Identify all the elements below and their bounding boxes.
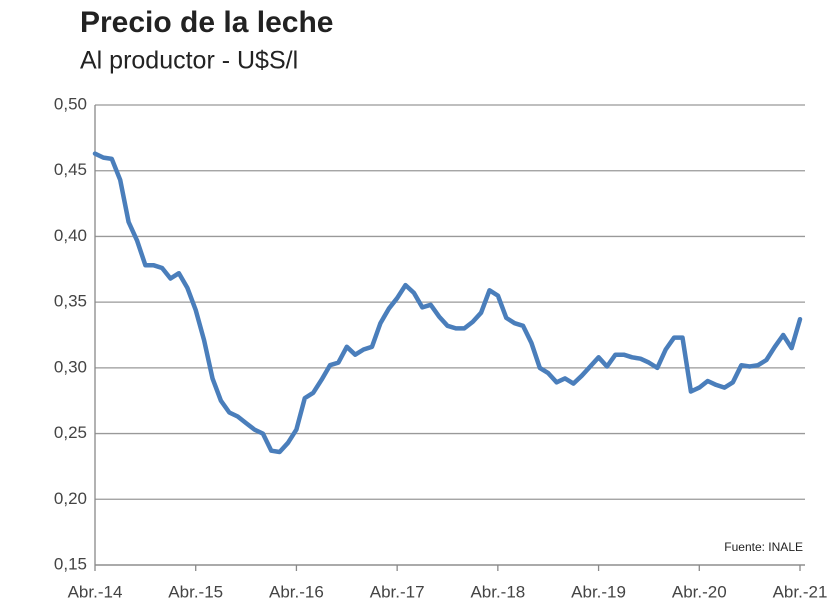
- y-tick-label: 0,20: [54, 489, 87, 508]
- x-tick-label: Abr.-14: [68, 582, 123, 601]
- x-tick-label: Abr.-16: [269, 582, 324, 601]
- x-tick-label: Abr.-21: [773, 582, 828, 601]
- y-tick-label: 0,25: [54, 423, 87, 442]
- x-tick-label: Abr.-18: [470, 582, 525, 601]
- source-note: Fuente: INALE: [724, 540, 803, 554]
- y-tick-label: 0,40: [54, 226, 87, 245]
- y-tick-label: 0,45: [54, 160, 87, 179]
- chart-title: Precio de la leche: [80, 6, 333, 39]
- x-tick-label: Abr.-20: [672, 582, 727, 601]
- x-tick-label: Abr.-17: [370, 582, 425, 601]
- data-line: [92, 151, 803, 455]
- x-tick-label: Abr.-19: [571, 582, 626, 601]
- x-tick-label: Abr.-15: [168, 582, 223, 601]
- y-tick-label: 0,15: [54, 554, 87, 573]
- y-tick-label: 0,35: [54, 292, 87, 311]
- y-tick-label: 0,30: [54, 357, 87, 376]
- chart-subtitle: Al productor - U$S/l: [80, 47, 298, 75]
- y-tick-label: 0,50: [54, 94, 87, 113]
